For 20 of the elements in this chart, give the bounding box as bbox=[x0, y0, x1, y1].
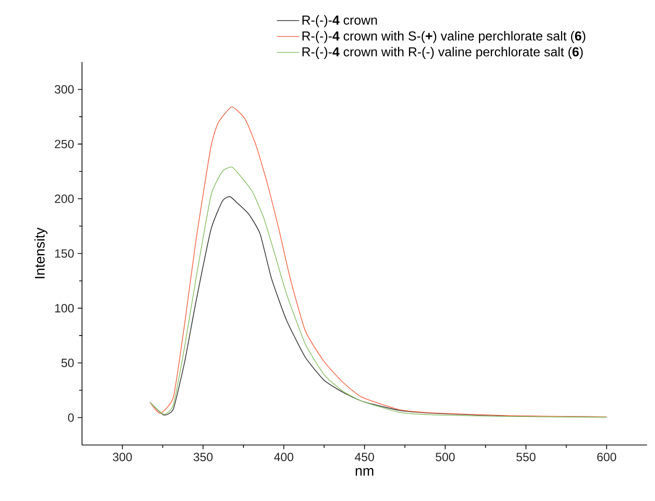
x-tick-label: 450 bbox=[354, 452, 374, 462]
y-tick-label: 100 bbox=[55, 304, 74, 312]
y-axis-title: Intensity bbox=[34, 228, 48, 278]
line-series bbox=[150, 106, 608, 418]
y-tick-label: 200 bbox=[54, 194, 74, 203]
y-tick-label: 50 bbox=[61, 358, 74, 368]
x-tick-label: 400 bbox=[274, 452, 294, 462]
y-tick-label: 150 bbox=[55, 249, 74, 258]
y-tick-label: 0 bbox=[68, 413, 74, 422]
legend-label: R-(-)-4 crown with R-(-) valine perchlorate salt (6) bbox=[302, 46, 583, 59]
y-tick-label: 250 bbox=[54, 140, 74, 148]
legend-label: R-(-)-4 crown bbox=[302, 15, 377, 28]
x-tick-label: 500 bbox=[436, 452, 455, 462]
x-axis-title: nm bbox=[356, 468, 374, 476]
x-tick-label: 550 bbox=[516, 452, 536, 462]
y-tick-label: 300 bbox=[54, 85, 74, 94]
x-tick-label: 350 bbox=[194, 452, 213, 462]
legend-label: R-(-)-4 crown with S-(+) valine perchlorate salt (6) bbox=[302, 31, 586, 44]
x-tick-label: 300 bbox=[112, 452, 132, 462]
x-tick-label: 600 bbox=[597, 452, 616, 462]
